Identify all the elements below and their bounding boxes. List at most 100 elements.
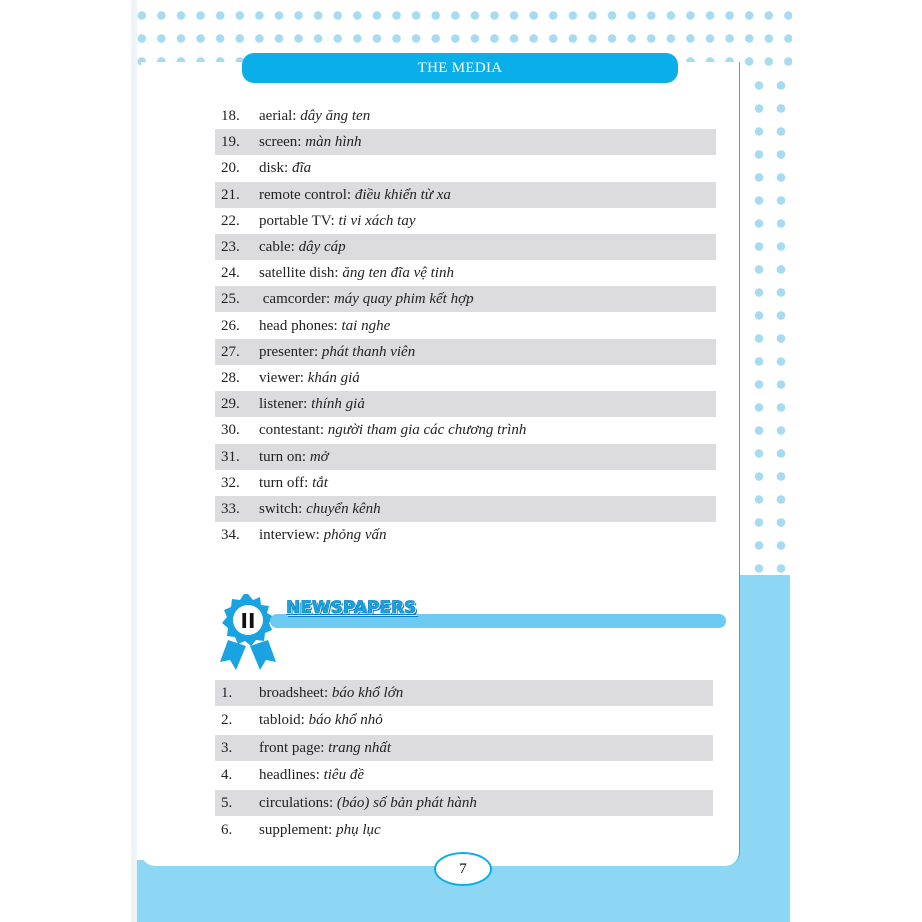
- english-term: viewer:: [259, 370, 304, 386]
- vocab-item: 25. camcorder: máy quay phim kết hợp: [215, 286, 716, 313]
- vietnamese-meaning: tắt: [312, 474, 328, 491]
- vietnamese-meaning: ti vi xách tay: [338, 212, 416, 229]
- item-number: 3.: [221, 739, 233, 756]
- item-number: 34.: [221, 527, 240, 544]
- vietnamese-meaning: tiêu đề: [323, 767, 364, 784]
- vocab-item: 22. portable TV: ti vi xách tay: [215, 208, 716, 234]
- vietnamese-meaning: tai nghe: [341, 317, 391, 334]
- section-bar: [270, 614, 726, 628]
- english-term: camcorder:: [259, 291, 331, 308]
- vietnamese-meaning: báo khổ lớn: [331, 685, 404, 701]
- english-term: broadsheet:: [259, 685, 329, 701]
- vietnamese-meaning: phỏng vấn: [323, 527, 387, 544]
- item-number: 2.: [221, 712, 233, 729]
- vocab-item: 4. headlines: tiêu đề: [215, 762, 713, 788]
- vocab-item: 27. presenter: phát thanh viên: [215, 338, 716, 365]
- vocab-item: 26. head phones: tai nghe: [215, 313, 716, 339]
- item-number: 21.: [221, 186, 240, 203]
- item-number: 31.: [221, 448, 240, 465]
- english-term: circulations:: [259, 794, 334, 811]
- vietnamese-meaning: mở: [309, 448, 329, 465]
- english-term: headlines:: [259, 767, 320, 784]
- section-title: NEWSPAPERS: [286, 598, 417, 619]
- ribbon-badge-icon: II: [220, 594, 276, 670]
- english-term: satellite dish:: [259, 265, 339, 282]
- item-number: 28.: [221, 370, 240, 386]
- vietnamese-meaning: người tham gia các chương trình: [327, 422, 527, 439]
- english-term: turn on:: [259, 448, 307, 465]
- english-term: disk:: [259, 160, 289, 177]
- vocab-item: 2. tabloid: báo khổ nhỏ: [215, 707, 713, 733]
- chapter-header: THE MEDIA: [242, 53, 678, 83]
- english-term: contestant:: [259, 422, 324, 439]
- vietnamese-meaning: máy quay phim kết hợp: [333, 291, 474, 308]
- vocab-item: 24. satellite dish: ăng ten đĩa vệ tinh: [215, 260, 716, 286]
- english-term: screen:: [259, 134, 302, 151]
- vocab-item: 32. turn off: tắt: [215, 470, 716, 496]
- item-number: 25.: [221, 291, 240, 308]
- vietnamese-meaning: khán giả: [307, 370, 360, 386]
- page-edge: [131, 0, 137, 922]
- vocab-item: 18. aerial: dây ăng ten: [215, 103, 716, 129]
- vocab-item: 3. front page: trang nhất: [215, 734, 713, 761]
- vietnamese-meaning: đĩa: [291, 160, 312, 177]
- english-term: tabloid:: [259, 712, 305, 729]
- vocab-item: 20. disk: đĩa: [215, 155, 716, 181]
- vietnamese-meaning: phụ lục: [336, 822, 381, 838]
- item-number: 23.: [221, 239, 240, 255]
- english-term: turn off:: [259, 474, 309, 491]
- vocab-item: 34. interview: phỏng vấn: [215, 522, 716, 548]
- vocab-item: 28. viewer: khán giả: [215, 365, 716, 391]
- vietnamese-meaning: dây ăng ten: [300, 108, 371, 124]
- item-number: 4.: [221, 767, 233, 784]
- vietnamese-meaning: chuyển kênh: [306, 501, 381, 517]
- vietnamese-meaning: điều khiển từ xa: [354, 186, 451, 203]
- english-term: head phones:: [259, 317, 338, 334]
- vietnamese-meaning: màn hình: [305, 134, 362, 151]
- vietnamese-meaning: thính giả: [311, 396, 365, 413]
- vocab-item: 23. cable: dây cáp: [215, 234, 716, 260]
- item-number: 32.: [221, 474, 240, 491]
- item-number: 33.: [221, 501, 240, 517]
- item-number: 19.: [221, 134, 240, 151]
- item-number: 18.: [221, 108, 240, 124]
- english-term: supplement:: [259, 822, 333, 838]
- page-number: 7: [434, 852, 492, 886]
- vocab-item: 5. circulations: (báo) số bản phát hành: [215, 789, 713, 816]
- item-number: 20.: [221, 160, 240, 177]
- item-number: 5.: [221, 794, 233, 811]
- section-numeral: II: [241, 609, 256, 633]
- item-number: 27.: [221, 343, 240, 360]
- english-term: aerial:: [259, 108, 297, 124]
- vietnamese-meaning: ăng ten đĩa vệ tinh: [342, 265, 454, 282]
- vocab-item: 1. broadsheet: báo khổ lớn: [215, 680, 713, 706]
- english-term: portable TV:: [259, 212, 335, 229]
- vietnamese-meaning: dây cáp: [298, 239, 346, 255]
- item-number: 1.: [221, 685, 233, 701]
- vietnamese-meaning: (báo) số bản phát hành: [336, 794, 477, 811]
- item-number: 6.: [221, 822, 233, 838]
- vocab-item: 31. turn on: mở: [215, 443, 716, 470]
- english-term: remote control:: [259, 186, 352, 203]
- vocab-item: 33. switch: chuyển kênh: [215, 496, 716, 522]
- english-term: presenter:: [259, 343, 319, 360]
- item-number: 22.: [221, 212, 240, 229]
- vocab-item: 6. supplement: phụ lục: [215, 817, 713, 843]
- item-number: 24.: [221, 265, 240, 282]
- item-number: 29.: [221, 396, 240, 413]
- vietnamese-meaning: trang nhất: [328, 739, 392, 756]
- vocab-item: 29. listener: thính giả: [215, 391, 716, 418]
- vocab-item: 30. contestant: người tham gia các chương…: [215, 417, 716, 443]
- english-term: front page:: [259, 739, 325, 756]
- vocab-item: 19. screen: màn hình: [215, 129, 716, 156]
- vietnamese-meaning: phát thanh viên: [321, 343, 416, 360]
- vietnamese-meaning: báo khổ nhỏ: [308, 712, 383, 729]
- english-term: switch:: [259, 501, 303, 517]
- item-number: 26.: [221, 317, 240, 334]
- english-term: listener:: [259, 396, 308, 413]
- english-term: cable:: [259, 239, 295, 255]
- english-term: interview:: [259, 527, 320, 544]
- vocab-item: 21. remote control: điều khiển từ xa: [215, 181, 716, 208]
- dot-pattern-right: [748, 74, 792, 574]
- item-number: 30.: [221, 422, 240, 439]
